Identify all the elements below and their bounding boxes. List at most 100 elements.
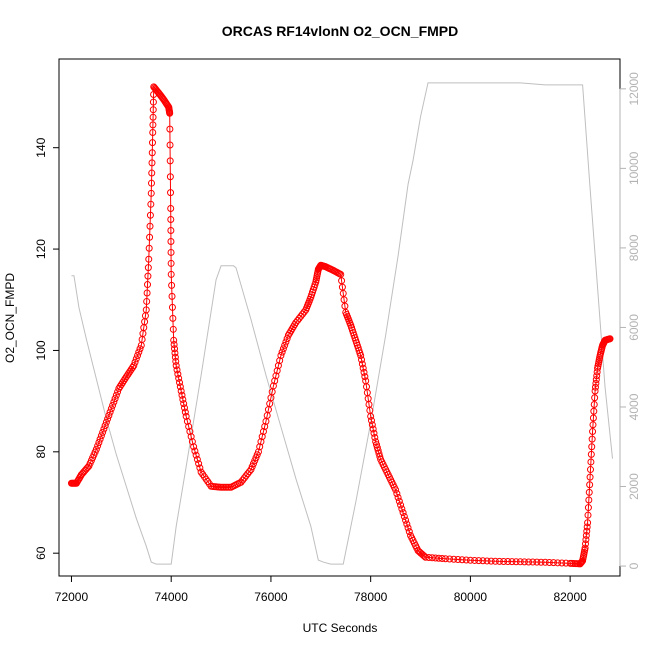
data-point: [256, 443, 264, 451]
data-point: [179, 395, 187, 403]
data-point: [525, 558, 533, 566]
y-axis: 60 80 100 120 140: [34, 137, 60, 560]
data-point: [99, 428, 107, 436]
data-point: [143, 297, 151, 305]
data-point: [104, 415, 112, 423]
data-point: [176, 383, 184, 391]
data-point: [112, 391, 120, 399]
data-point: [359, 364, 367, 372]
data-point: [174, 370, 182, 378]
data-point: [239, 476, 247, 484]
data-point: [168, 281, 176, 289]
data-point: [170, 336, 178, 344]
data-point: [168, 292, 176, 300]
data-point: [402, 516, 410, 524]
data-point: [394, 493, 402, 501]
data-point: [92, 445, 100, 453]
data-point: [181, 408, 189, 416]
data-point: [454, 556, 462, 564]
data-point: [244, 470, 252, 478]
data-point: [405, 528, 413, 536]
data-point: [554, 559, 562, 567]
data-point: [170, 341, 178, 349]
data-point: [172, 357, 180, 365]
data-point: [392, 486, 400, 494]
data-point: [109, 401, 117, 409]
data-point: [368, 421, 376, 429]
data-point: [146, 233, 154, 241]
data-point: [520, 558, 528, 566]
data-point: [431, 554, 439, 562]
data-point: [588, 435, 596, 443]
data-point: [271, 377, 279, 385]
y2-tick-label: 6000: [627, 314, 641, 341]
data-point: [149, 113, 157, 121]
secondary-series-line: [71, 82, 614, 565]
data-point: [591, 383, 599, 391]
x-tick-label: 74000: [155, 590, 189, 604]
y2-axis: 0 2000 4000 6000 8000 10000 12000: [619, 72, 641, 569]
y2-tick-label: 2000: [627, 473, 641, 500]
data-point: [176, 379, 184, 387]
data-point: [144, 272, 152, 280]
data-point: [166, 109, 174, 117]
data-point: [479, 557, 487, 565]
data-point: [361, 373, 369, 381]
data-point: [358, 356, 366, 364]
data-point: [147, 189, 155, 197]
x-axis-label: UTC Seconds: [303, 621, 378, 635]
x-tick-label: 72000: [55, 590, 89, 604]
data-point: [146, 211, 154, 219]
data-point: [606, 335, 614, 343]
data-point: [589, 414, 597, 422]
data-point: [185, 422, 193, 430]
data-point: [107, 405, 115, 413]
data-point: [166, 173, 174, 181]
data-point: [181, 404, 188, 412]
data-point: [529, 558, 537, 566]
data-point: [292, 319, 300, 327]
data-point: [97, 432, 105, 440]
data-point: [541, 558, 549, 566]
data-point: [295, 314, 303, 322]
data-point: [422, 553, 430, 561]
data-point: [495, 557, 503, 565]
data-point: [587, 450, 595, 458]
data-point: [516, 558, 524, 566]
data-point: [240, 474, 248, 482]
data-point: [586, 473, 594, 481]
data-point: [589, 428, 597, 436]
data-point: [148, 169, 156, 177]
data-point: [420, 552, 428, 560]
data-point: [96, 435, 104, 443]
data-point: [281, 341, 289, 349]
y-tick-label: 100: [34, 340, 48, 360]
data-point: [100, 425, 108, 433]
data-point: [585, 496, 593, 504]
data-point: [144, 264, 152, 272]
data-point: [591, 394, 599, 402]
data-point: [148, 179, 155, 187]
data-point: [148, 159, 156, 167]
data-point: [167, 216, 175, 224]
data-point: [399, 509, 407, 517]
y2-tick-label: 0: [627, 562, 641, 569]
data-point: [143, 289, 151, 297]
data-point: [404, 524, 412, 532]
data-point: [169, 325, 177, 333]
y-axis-label: O2_OCN_FMPD: [3, 273, 17, 363]
primary-series: [67, 83, 614, 568]
y2-tick-label: 8000: [627, 234, 641, 261]
data-point: [550, 559, 558, 567]
data-point: [471, 556, 479, 564]
data-point: [393, 490, 401, 498]
data-point: [466, 556, 474, 564]
data-point: [584, 504, 592, 512]
data-point: [167, 205, 175, 213]
data-point: [360, 368, 368, 376]
data-point: [274, 362, 282, 370]
y-tick-label: 120: [34, 239, 48, 259]
data-point: [403, 520, 411, 528]
data-point: [283, 335, 291, 343]
